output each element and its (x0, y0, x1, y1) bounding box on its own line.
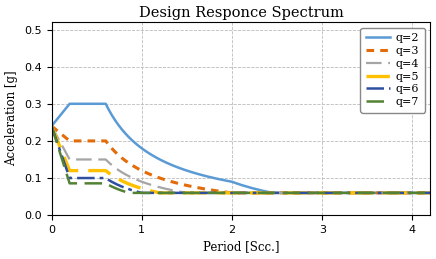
q=3 (212, 189, 217, 192)
q=5 (213, 191, 218, 195)
q=4 (428, 191, 433, 195)
q=4 (49, 125, 54, 128)
X-axis label: Period [Scc.]: Period [Scc.] (203, 240, 279, 254)
q=6 (57, 147, 62, 150)
q=7 (57, 149, 62, 152)
q=2 (57, 115, 62, 118)
q=4 (347, 191, 352, 195)
q=3 (114, 152, 119, 155)
Legend: q=2, q=3, q=4, q=5, q=6, q=7: q=2, q=3, q=4, q=5, q=6, q=7 (360, 28, 425, 113)
q=2 (96, 102, 101, 105)
q=7 (95, 182, 100, 185)
q=7 (49, 125, 54, 128)
q=5 (57, 143, 62, 147)
q=7 (428, 191, 433, 195)
q=5 (100, 169, 105, 172)
q=6 (428, 191, 433, 195)
q=6 (95, 176, 100, 179)
q=7 (114, 187, 119, 190)
q=6 (100, 176, 105, 179)
q=4 (57, 139, 62, 142)
q=6 (347, 191, 352, 195)
q=5 (95, 169, 100, 172)
q=7 (347, 191, 352, 195)
q=7 (100, 182, 105, 185)
Line: q=6: q=6 (51, 126, 430, 193)
q=3 (49, 125, 54, 128)
q=4 (114, 168, 119, 171)
q=7 (213, 191, 218, 195)
q=3 (428, 191, 433, 195)
q=2 (101, 102, 106, 105)
Line: q=7: q=7 (51, 126, 430, 193)
q=2 (351, 191, 357, 195)
q=5 (428, 191, 433, 195)
q=4 (213, 191, 218, 195)
q=2 (428, 191, 433, 195)
q=3 (229, 191, 235, 195)
Line: q=3: q=3 (51, 126, 430, 193)
q=5 (49, 125, 54, 128)
q=2 (49, 125, 54, 128)
q=4 (95, 158, 100, 161)
Line: q=2: q=2 (51, 104, 430, 193)
q=6 (114, 183, 119, 186)
q=3 (347, 191, 352, 195)
q=4 (100, 158, 105, 161)
q=2 (213, 177, 218, 180)
Line: q=5: q=5 (51, 126, 430, 193)
q=5 (347, 191, 352, 195)
q=2 (67, 102, 72, 105)
q=3 (100, 139, 105, 142)
Line: q=4: q=4 (51, 126, 430, 193)
q=6 (140, 191, 145, 195)
q=7 (127, 191, 132, 195)
q=6 (49, 125, 54, 128)
q=3 (95, 139, 100, 142)
q=2 (270, 191, 275, 195)
q=5 (114, 177, 119, 180)
Y-axis label: Acceleration [g]: Acceleration [g] (6, 71, 19, 167)
q=5 (157, 191, 163, 195)
q=2 (116, 124, 121, 127)
q=4 (184, 191, 190, 195)
q=6 (213, 191, 218, 195)
Title: Design Responce Spectrum: Design Responce Spectrum (139, 5, 344, 20)
q=3 (57, 131, 62, 134)
